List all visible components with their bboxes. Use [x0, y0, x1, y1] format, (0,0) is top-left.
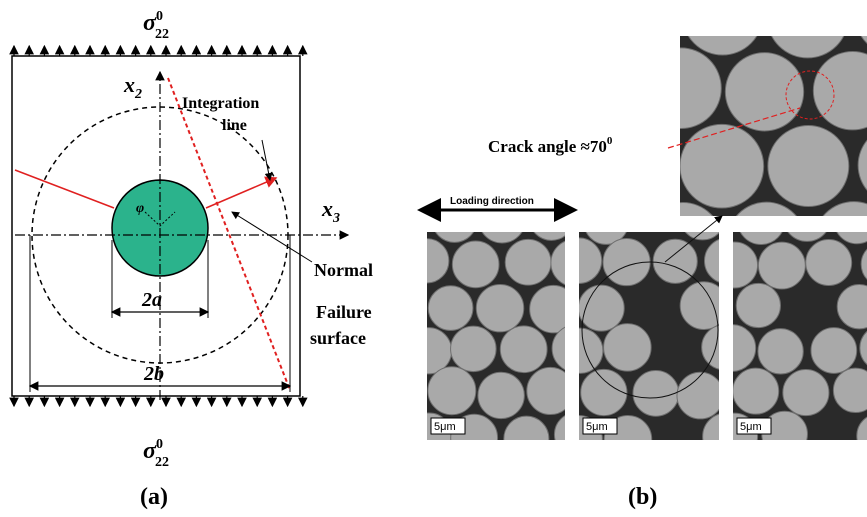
dim-2a-label: 2a: [141, 289, 162, 311]
failure-label: surface: [310, 328, 366, 348]
scale-label: 5μm: [434, 421, 456, 433]
fiber: [380, 284, 425, 329]
fiber: [584, 200, 629, 245]
fiber: [476, 284, 523, 331]
crack-angle-label: Crack angle ≈700: [488, 135, 613, 156]
fiber: [504, 416, 549, 461]
scale-label: 5μm: [586, 421, 608, 433]
fiber: [806, 240, 852, 286]
fiber: [758, 329, 803, 374]
normal-label: Normal: [314, 260, 373, 280]
fiber: [530, 285, 577, 332]
integration-label: Integration: [182, 95, 259, 112]
fiber: [641, 48, 722, 129]
fiber: [604, 324, 652, 372]
fiber: [758, 242, 805, 289]
micrograph: 5μm: [377, 195, 600, 461]
fiber: [428, 367, 476, 415]
fiber: [811, 328, 857, 374]
scale-label: 5μm: [740, 421, 762, 433]
fiber: [428, 286, 473, 331]
fiber: [599, 0, 677, 54]
fiber: [677, 372, 724, 419]
caption: (b): [628, 484, 657, 510]
integration-label: line: [222, 117, 247, 134]
caption: (a): [140, 484, 168, 510]
figure: σ022 σ022 x2 x3 Integration line φ Norma…: [0, 0, 867, 517]
fiber: [505, 239, 551, 285]
fiber: [377, 369, 423, 415]
fiber: [378, 200, 423, 245]
fiber: [680, 124, 764, 208]
fiber: [581, 369, 627, 415]
fiber: [733, 368, 779, 414]
angle-label: φ: [136, 201, 144, 216]
fiber: [405, 239, 449, 283]
fiber: [451, 326, 497, 372]
fiber: [768, 126, 849, 207]
fiber: [452, 241, 499, 288]
fiber: [633, 370, 679, 416]
fiber: [478, 372, 524, 418]
fiber: [736, 283, 780, 327]
panel-b: 5μm 5μm 5μm Loading direction Crack angle …: [377, 0, 867, 510]
crack-line: [15, 170, 114, 208]
fiber: [653, 239, 697, 283]
fiber: [783, 370, 829, 416]
x2-label: x2: [123, 72, 142, 102]
x3-label: x3: [321, 196, 340, 226]
failure-label: Failure: [316, 302, 372, 322]
fiber: [529, 195, 574, 240]
dim-2b-label: 2b: [143, 363, 164, 385]
fiber: [500, 326, 547, 373]
fiber: [527, 367, 574, 414]
fiber: [405, 328, 451, 374]
loading-label: Loading direction: [450, 196, 534, 207]
